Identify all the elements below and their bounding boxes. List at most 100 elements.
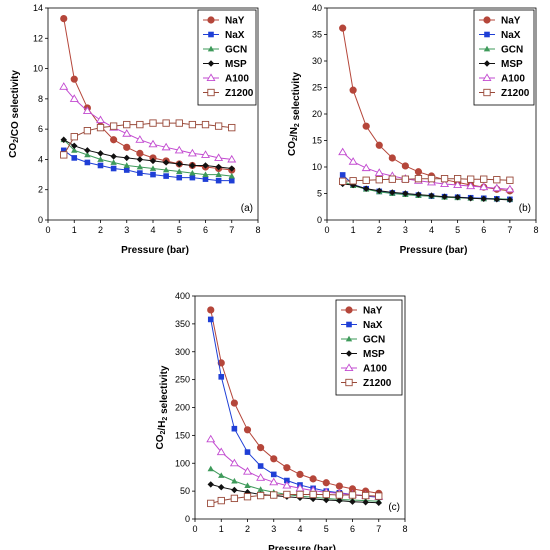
data-point-msp	[428, 192, 435, 199]
data-point-a100	[229, 458, 239, 467]
data-point-nay	[217, 359, 225, 367]
data-point-z1200	[214, 122, 223, 130]
data-point-nay	[339, 24, 347, 32]
x-tick-label: 0	[45, 225, 50, 235]
data-point-a100	[361, 163, 371, 172]
data-point-msp	[454, 194, 461, 201]
data-point-nay	[375, 141, 383, 149]
data-point-msp	[323, 496, 330, 504]
data-point-a100	[269, 477, 279, 486]
data-point-gcn	[207, 465, 214, 472]
data-point-z1200	[506, 176, 514, 184]
legend-label-msp: MSP	[501, 59, 523, 70]
data-point-a100	[161, 142, 171, 151]
data-point-z1200	[123, 120, 131, 129]
data-point-a100	[227, 154, 237, 163]
legend-label-a100: A100	[363, 364, 387, 375]
series-z1200	[207, 490, 383, 508]
data-point-msp	[218, 484, 225, 491]
y-tick-label: 5	[317, 189, 322, 199]
y-tick-label: 40	[312, 3, 322, 13]
legend-marker-a100	[482, 73, 492, 82]
data-point-nax	[218, 374, 225, 380]
series-nax	[60, 147, 235, 184]
data-point-gcn	[189, 169, 196, 176]
data-point-z1200	[467, 175, 475, 183]
data-point-z1200	[309, 490, 317, 499]
x-tick-label: 2	[245, 524, 250, 534]
legend-marker-nax	[208, 31, 214, 38]
data-point-nay	[70, 75, 78, 83]
data-point-a100	[122, 129, 132, 137]
data-point-nax	[284, 477, 290, 484]
data-point-nay	[283, 464, 291, 472]
legend-marker-nax	[346, 321, 352, 328]
data-point-nax	[71, 155, 78, 161]
x-tick-label: 2	[98, 225, 103, 235]
data-point-z1200	[493, 176, 501, 184]
data-point-gcn	[97, 156, 104, 162]
data-point-msp	[189, 162, 196, 169]
data-point-a100	[214, 153, 224, 161]
data-point-nay	[230, 399, 238, 407]
data-point-z1200	[339, 177, 347, 185]
data-point-msp	[415, 191, 422, 198]
x-tick-label: 8	[533, 225, 538, 235]
legend-marker-gcn	[345, 335, 353, 342]
data-point-nay	[335, 482, 343, 490]
data-point-nax	[176, 174, 183, 181]
data-point-a100	[59, 82, 69, 90]
data-point-gcn	[202, 171, 209, 177]
data-point-a100	[505, 184, 515, 193]
data-point-gcn	[110, 159, 117, 165]
y-tick-label: 6	[38, 124, 43, 134]
panel-label: (b)	[519, 203, 531, 214]
legend-label-gcn: GCN	[501, 45, 523, 56]
data-point-nay	[296, 470, 304, 478]
data-point-z1200	[149, 119, 157, 127]
data-point-z1200	[375, 492, 383, 500]
x-tick-label: 8	[255, 225, 260, 235]
data-point-a100	[338, 147, 348, 156]
data-point-nay	[309, 475, 317, 483]
data-point-gcn	[162, 166, 170, 173]
data-point-a100	[440, 179, 450, 187]
y-tick-label: 250	[175, 375, 190, 385]
data-point-a100	[148, 139, 158, 148]
series-z1200	[339, 175, 514, 185]
data-point-nay	[123, 143, 131, 151]
data-point-nax	[189, 174, 196, 181]
data-point-z1200	[349, 177, 357, 185]
data-point-a100	[256, 473, 266, 481]
data-point-nay	[388, 154, 396, 162]
data-point-z1200	[335, 491, 344, 499]
data-point-a100	[243, 467, 252, 475]
x-tick-label: 7	[376, 524, 381, 534]
y-tick-label: 200	[175, 403, 190, 413]
data-point-gcn	[84, 151, 91, 158]
legend-label-a100: A100	[501, 74, 525, 85]
data-point-nay	[349, 86, 357, 94]
x-tick-label: 0	[324, 225, 329, 235]
data-point-msp	[336, 497, 343, 504]
chart-panel-1: 0 1 2 3 4 5 6 7 8 0 5 10 15 20 25 30 35 40 Pressure (bar) C…	[287, 3, 539, 256]
data-point-z1200	[230, 494, 239, 503]
data-point-nax	[207, 316, 214, 323]
x-axis-label: Pressure (bar)	[121, 245, 189, 256]
x-tick-label: 1	[219, 524, 224, 534]
data-point-z1200	[70, 133, 78, 141]
x-tick-label: 4	[297, 524, 302, 534]
legend-marker-gcn	[483, 45, 491, 52]
legend-label-nay: NaY	[225, 16, 245, 27]
data-point-a100	[348, 157, 358, 165]
data-point-msp	[349, 498, 356, 505]
data-point-gcn	[231, 477, 238, 484]
data-point-a100	[82, 106, 92, 114]
y-tick-label: 30	[312, 56, 322, 66]
y-tick-label: 4	[38, 154, 43, 164]
data-point-z1200	[136, 120, 144, 129]
x-tick-label: 3	[271, 524, 276, 534]
x-axis-label: Pressure (bar)	[268, 544, 336, 550]
series-line-gcn	[63, 139, 232, 177]
x-tick-label: 4	[429, 225, 434, 235]
